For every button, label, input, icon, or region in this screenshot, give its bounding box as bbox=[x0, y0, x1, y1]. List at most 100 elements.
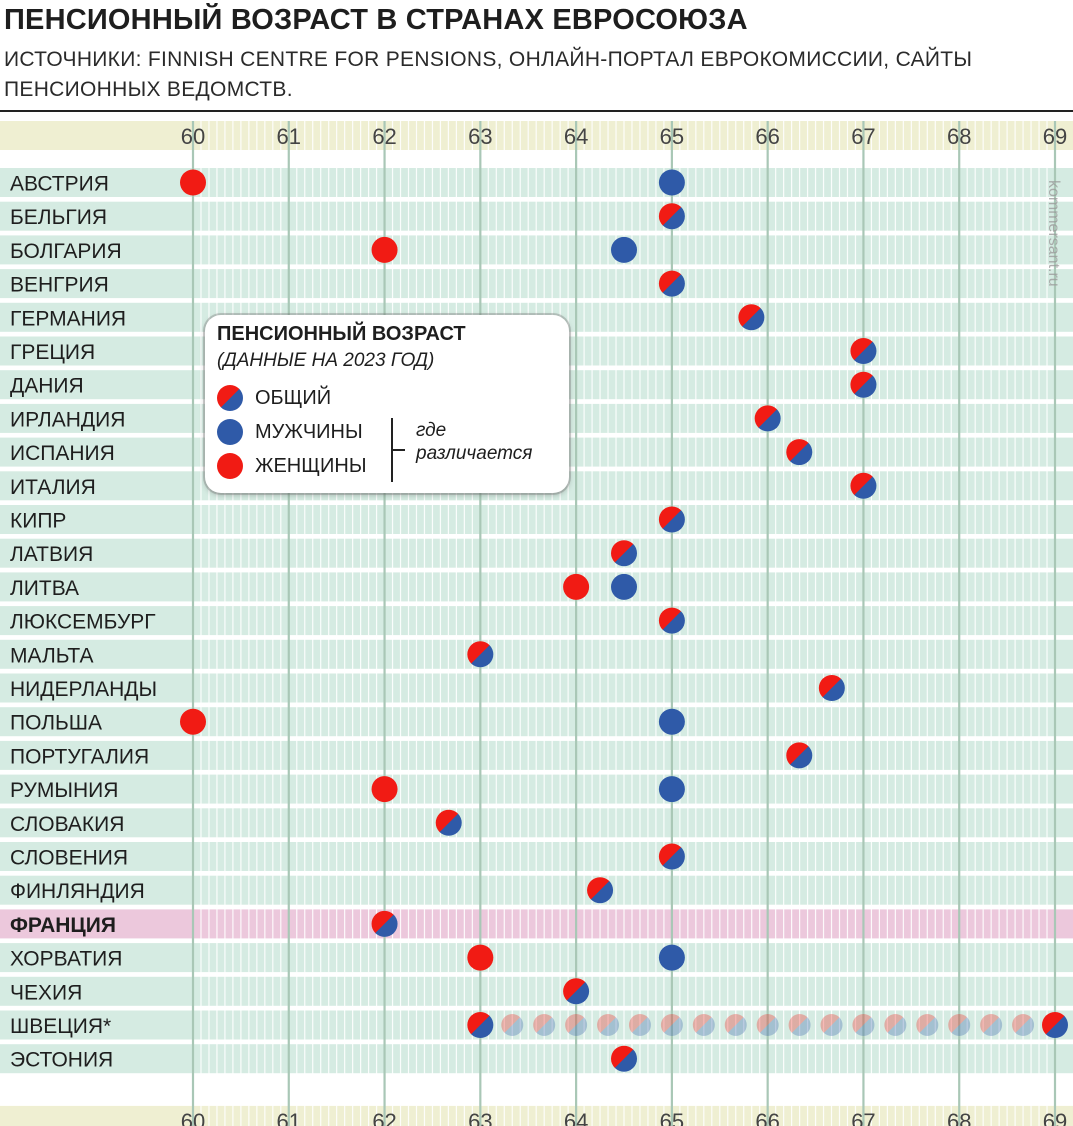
country-label: ШВЕЦИЯ* bbox=[10, 1015, 111, 1038]
country-label: МАЛЬТА bbox=[10, 644, 94, 667]
general-point bbox=[658, 843, 685, 870]
men-point bbox=[611, 236, 637, 263]
legend-box: ПЕНСИОННЫЙ ВОЗРАСТ (ДАННЫЕ НА 2023 ГОД) … bbox=[205, 315, 569, 493]
general-point bbox=[658, 270, 685, 297]
general-point bbox=[658, 607, 685, 634]
country-label: КИПР bbox=[10, 510, 66, 533]
country-label: БОЛГАРИЯ bbox=[10, 240, 122, 263]
women-point bbox=[180, 708, 206, 735]
bottom-tick-label: 64 bbox=[564, 1109, 588, 1126]
bottom-tick-label: 69 bbox=[1043, 1109, 1067, 1126]
legend-bracket-tick bbox=[393, 449, 405, 451]
top-tick-label: 66 bbox=[755, 124, 779, 149]
men-point bbox=[611, 573, 637, 600]
legend-note: где различается bbox=[416, 420, 533, 464]
range-point bbox=[565, 1014, 588, 1036]
range-point bbox=[1012, 1014, 1035, 1036]
legend-men-label: МУЖЧИНЫ bbox=[255, 420, 363, 443]
range-point bbox=[788, 1014, 811, 1036]
general-point bbox=[587, 877, 614, 904]
country-label: ПОЛЬША bbox=[10, 712, 102, 735]
range-point bbox=[980, 1014, 1003, 1036]
top-tick-label: 68 bbox=[947, 124, 971, 149]
women-point bbox=[180, 169, 206, 196]
country-label: СЛОВЕНИЯ bbox=[10, 847, 128, 870]
country-label: ЧЕХИЯ bbox=[10, 981, 82, 1004]
legend-men-marker bbox=[217, 419, 243, 445]
country-label: БЕЛЬГИЯ bbox=[10, 206, 107, 229]
women-point bbox=[563, 573, 590, 600]
country-label: ГРЕЦИЯ bbox=[10, 341, 95, 364]
top-tick-label: 63 bbox=[468, 124, 492, 149]
general-point bbox=[818, 675, 845, 701]
range-point bbox=[501, 1014, 524, 1036]
legend-item-women: ЖЕНЩИНЫ bbox=[217, 452, 367, 480]
men-point bbox=[658, 708, 685, 735]
general-point bbox=[786, 742, 813, 769]
top-tick-label: 64 bbox=[564, 124, 588, 149]
chart-title: ПЕНСИОННЫЙ ВОЗРАСТ В СТРАНАХ ЕВРОСОЮЗА bbox=[4, 4, 748, 36]
country-label: РУМЫНИЯ bbox=[10, 779, 118, 802]
women-point bbox=[371, 776, 398, 803]
bottom-tick-label: 62 bbox=[372, 1109, 396, 1126]
top-tick-label: 61 bbox=[277, 124, 301, 149]
range-point bbox=[852, 1014, 875, 1036]
country-label: ИТАЛИЯ bbox=[10, 476, 96, 499]
legend-women-label: ЖЕНЩИНЫ bbox=[255, 454, 367, 477]
bottom-tick-label: 60 bbox=[181, 1109, 205, 1126]
range-point bbox=[628, 1014, 651, 1036]
watermark: kommersant.ru bbox=[1045, 180, 1062, 287]
general-point bbox=[658, 203, 685, 230]
legend-item-general: ОБЩИЙ bbox=[217, 384, 331, 412]
country-label: СЛОВАКИЯ bbox=[10, 813, 124, 836]
country-label: ХОРВАТИЯ bbox=[10, 948, 122, 971]
header-rule bbox=[0, 110, 1073, 112]
general-point bbox=[611, 1045, 637, 1072]
range-point bbox=[916, 1014, 939, 1036]
general-point bbox=[467, 641, 494, 668]
country-label: ЛАТВИЯ bbox=[10, 543, 93, 566]
bottom-tick-label: 66 bbox=[755, 1109, 779, 1126]
general-point bbox=[786, 439, 813, 466]
country-label: АВСТРИЯ bbox=[10, 173, 109, 196]
range-point bbox=[884, 1014, 907, 1036]
general-point bbox=[563, 978, 590, 1005]
country-label: ЛЮКСЕМБУРГ bbox=[10, 611, 156, 634]
bottom-tick-label: 63 bbox=[468, 1109, 492, 1126]
range-point bbox=[692, 1014, 715, 1036]
country-label: ИРЛАНДИЯ bbox=[10, 408, 125, 431]
bottom-tick-label: 65 bbox=[660, 1109, 684, 1126]
country-label: ИСПАНИЯ bbox=[10, 442, 115, 465]
chart-sources: ИСТОЧНИКИ: FINNISH CENTRE FOR PENSIONS, … bbox=[4, 48, 973, 101]
range-point bbox=[724, 1014, 747, 1036]
men-point bbox=[658, 944, 685, 971]
women-point bbox=[467, 944, 494, 971]
general-point bbox=[658, 506, 685, 533]
top-tick-label: 69 bbox=[1043, 124, 1067, 149]
top-tick-label: 62 bbox=[372, 124, 396, 149]
country-label: НИДЕРЛАНДЫ bbox=[10, 678, 157, 701]
top-tick-label: 60 bbox=[181, 124, 205, 149]
country-label: ВЕНГРИЯ bbox=[10, 274, 109, 297]
range-point bbox=[660, 1014, 683, 1036]
country-label: ПОРТУГАЛИЯ bbox=[10, 745, 149, 768]
legend-title: ПЕНСИОННЫЙ ВОЗРАСТ bbox=[217, 323, 466, 345]
range-point bbox=[756, 1014, 779, 1036]
legend-item-men: МУЖЧИНЫ bbox=[217, 418, 363, 446]
top-tick-label: 67 bbox=[851, 124, 875, 149]
general-point bbox=[850, 371, 877, 398]
general-point bbox=[754, 405, 781, 432]
legend-general-marker bbox=[217, 385, 243, 411]
range-point bbox=[948, 1014, 971, 1036]
country-label: ФРАНЦИЯ bbox=[10, 914, 116, 937]
bottom-tick-label: 67 bbox=[851, 1109, 875, 1126]
legend-subtitle: (ДАННЫЕ НА 2023 ГОД) bbox=[217, 350, 435, 371]
legend-general-label: ОБЩИЙ bbox=[255, 386, 332, 409]
general-point bbox=[371, 910, 398, 937]
women-point bbox=[371, 236, 398, 263]
range-point bbox=[820, 1014, 843, 1036]
country-label: ДАНИЯ bbox=[10, 375, 84, 398]
bottom-tick-label: 61 bbox=[277, 1109, 301, 1126]
bottom-tick-label: 68 bbox=[947, 1109, 971, 1126]
